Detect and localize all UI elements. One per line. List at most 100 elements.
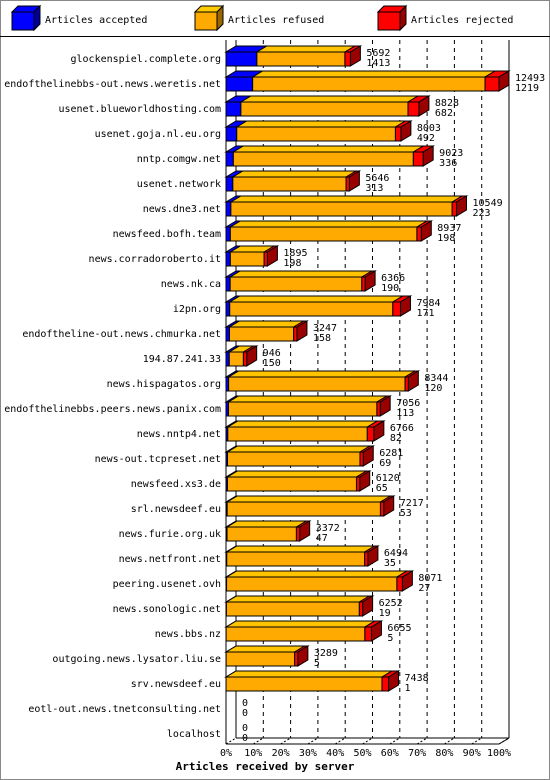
bar-segment [358, 445, 376, 467]
x-tick-label: 50% [353, 748, 371, 759]
total-label: 3372 [316, 523, 340, 534]
bar-front [225, 626, 366, 642]
bar-top [228, 220, 429, 228]
y-tick-label: localhost [167, 729, 221, 740]
bar-top [225, 495, 393, 503]
bar-front [228, 376, 406, 392]
bar-front [236, 126, 396, 142]
bar-top [224, 545, 377, 553]
accepted-label: 120 [424, 383, 442, 394]
bar-top [224, 570, 409, 578]
accepted-label: 336 [439, 158, 457, 169]
bar-top [224, 595, 372, 603]
bar-front [228, 351, 244, 367]
bar-front [229, 276, 363, 292]
bar-segment [225, 470, 369, 492]
total-label: 6252 [379, 598, 403, 609]
bar-segment [227, 295, 405, 317]
bar-front [364, 626, 372, 642]
legend-label: Articles refused [228, 15, 324, 26]
accepted-label: 53 [400, 508, 412, 519]
accepted-label: 113 [396, 408, 414, 419]
accepted-label: 171 [416, 308, 434, 319]
y-tick-label: i2pn.org [173, 304, 221, 315]
bar-segment [362, 545, 380, 567]
y-tick-label: news-out.tcpreset.net [95, 454, 221, 465]
bar-segment [227, 320, 306, 342]
bar-segment [344, 170, 362, 192]
bar-front [232, 176, 347, 192]
bar-front [225, 151, 234, 167]
bar-segment [357, 595, 375, 617]
legend-key [376, 4, 408, 32]
bar-front [392, 301, 401, 317]
accepted-label: 198 [283, 258, 301, 269]
bar-segment [380, 670, 401, 692]
bar-segment [228, 270, 374, 292]
bar-front [225, 651, 296, 667]
bar-front [359, 451, 364, 467]
bar-segment [354, 470, 372, 492]
bar-front [396, 576, 403, 592]
y-tick-label: endofthelinebbs.peers.news.panix.com [4, 404, 221, 415]
bar-top [231, 145, 426, 153]
total-label: 8003 [417, 123, 441, 134]
bar-front [225, 251, 231, 267]
total-label: 9023 [439, 148, 463, 159]
accepted-label: 35 [384, 558, 396, 569]
bar-top [225, 520, 309, 528]
bar-segment [224, 120, 249, 142]
bar-front [263, 251, 268, 267]
bar-segment [229, 195, 464, 217]
y-tick-label: news.hispagatos.org [107, 379, 221, 390]
x-tick [253, 737, 264, 745]
bar-front [355, 476, 361, 492]
bar-front [225, 76, 254, 92]
y-tick-label: newsfeed.xs3.de [131, 479, 221, 490]
bar-top [250, 70, 497, 78]
bar-segment [224, 70, 265, 92]
bar-front [361, 276, 366, 292]
bar-segment [224, 620, 377, 642]
bar-front [358, 601, 364, 617]
bar-front [227, 426, 368, 442]
bar-front [345, 176, 350, 192]
legend-key-front [11, 11, 35, 31]
bar-front [225, 276, 231, 292]
x-tick-label: 10% [244, 748, 262, 759]
bar-front [226, 526, 297, 542]
accepted-label: 5 [314, 658, 320, 669]
bar-front [226, 501, 381, 517]
accepted-label: 19 [379, 608, 391, 619]
total-label: 6120 [376, 473, 400, 484]
x-axis-end [498, 737, 510, 745]
bar-front [394, 126, 402, 142]
bar-segment [224, 645, 307, 667]
bar-front [256, 51, 346, 67]
accepted-label: 313 [365, 183, 383, 194]
bar-front [226, 576, 398, 592]
x-tick [307, 737, 319, 745]
bar-segment [262, 245, 280, 267]
bar-segment [234, 120, 408, 142]
bar-segment [363, 620, 384, 642]
accepted-label: 69 [379, 458, 391, 469]
y-tick-label: newsfeed.bofh.team [113, 229, 221, 240]
bar-front [225, 51, 258, 67]
bar-segment [224, 570, 409, 592]
x-tick-label: 0% [220, 748, 232, 759]
accepted-label: 1 [405, 683, 411, 694]
bar-segment [292, 645, 310, 667]
accepted-label: 65 [376, 483, 388, 494]
bar-segment [378, 495, 396, 517]
x-tick [225, 737, 237, 745]
bar-front [228, 326, 295, 342]
y-tick-label: usenet.blueworldhosting.com [58, 104, 221, 115]
bar-top [225, 445, 372, 453]
total-label: 946 [263, 348, 281, 359]
bar-front [379, 501, 385, 517]
legend-label: Articles rejected [411, 15, 513, 26]
bar-front [226, 551, 366, 567]
accepted-label: 223 [473, 208, 491, 219]
bar-top [224, 670, 394, 678]
